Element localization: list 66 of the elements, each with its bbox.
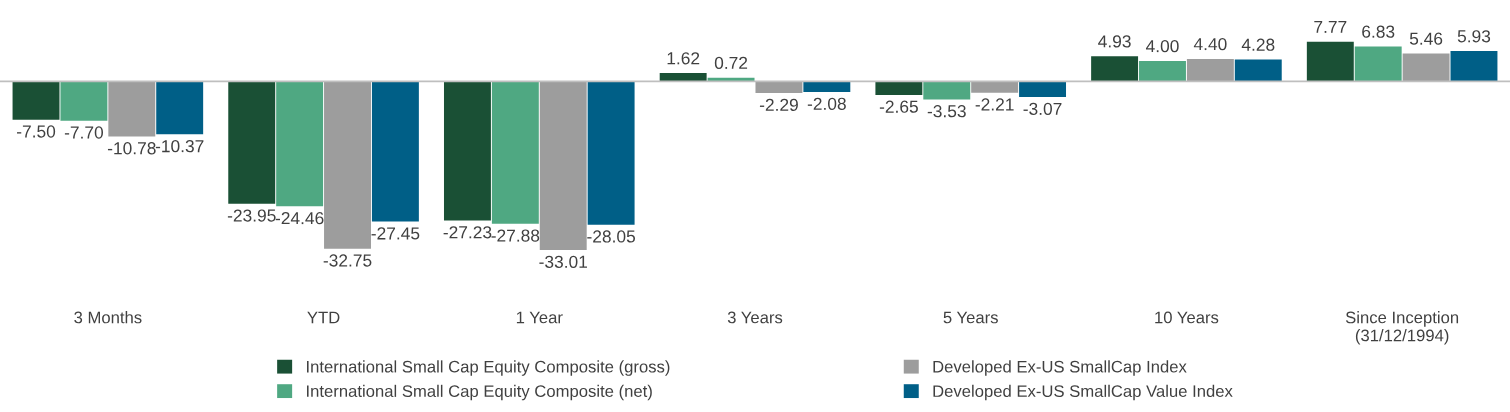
data-label: 1.62 [667, 52, 700, 65]
data-label: -32.75 [323, 254, 372, 267]
legend-label: Developed Ex-US SmallCap Index [933, 360, 1187, 376]
bar [1354, 46, 1402, 82]
bar [156, 81, 204, 135]
data-label: 6.83 [1362, 25, 1395, 38]
legend-label: Developed Ex-US SmallCap Value Index [933, 384, 1233, 401]
legend-label: International Small Cap Equity Composite (net) [307, 384, 652, 401]
data-label: 7.77 [1314, 20, 1347, 33]
data-label: -3.53 [927, 105, 966, 118]
data-label: 5.46 [1409, 32, 1443, 45]
bar [1186, 58, 1234, 82]
data-label: -2.29 [759, 98, 798, 112]
data-label: 0.72 [714, 56, 748, 70]
bar [755, 81, 803, 94]
bar [1450, 51, 1498, 82]
bar [371, 81, 419, 222]
bar [923, 81, 971, 100]
bar [1139, 60, 1186, 82]
data-label: -7.70 [64, 126, 104, 139]
bar [875, 81, 923, 95]
bar [491, 81, 539, 224]
bar [971, 81, 1019, 93]
data-label: -2.21 [975, 98, 1014, 111]
data-label: 4.40 [1193, 37, 1227, 51]
bar [1402, 53, 1450, 82]
data-label: -24.46 [275, 211, 324, 225]
data-label: -2.65 [879, 100, 918, 113]
bar [659, 73, 707, 82]
bar [1019, 81, 1067, 98]
data-label: -27.45 [371, 227, 420, 240]
x-tick-label: 1 Year [516, 311, 563, 324]
x-tick-label: 5 Years [943, 311, 998, 324]
data-label: -10.37 [155, 140, 204, 153]
data-label: 4.00 [1145, 39, 1179, 53]
bar [1091, 56, 1139, 82]
data-label: -33.01 [539, 255, 587, 268]
legend-label: International Small Cap Equity Composite (gross) [307, 360, 670, 376]
x-tick-label: 3 Years [727, 311, 783, 324]
bar [12, 81, 60, 120]
x-tick-label: 10 Years [1155, 311, 1219, 324]
bar [1306, 41, 1354, 82]
data-label: 5.93 [1457, 30, 1491, 43]
bar [587, 81, 635, 225]
bar [60, 81, 108, 121]
data-label: -7.50 [17, 125, 56, 138]
bar [276, 81, 324, 207]
bar [803, 81, 851, 92]
bar [324, 81, 371, 249]
data-label: -3.07 [1023, 102, 1062, 116]
data-label: 4.28 [1241, 38, 1275, 51]
bar [1234, 59, 1282, 82]
bar [539, 81, 587, 250]
x-tick-label: 3 Months [74, 311, 142, 324]
x-tick-label: Since Inception (31/12/1994) [1345, 311, 1459, 345]
x-tick-label: YTD [307, 311, 340, 324]
data-label: -23.95 [227, 209, 276, 222]
data-label: -2.08 [807, 97, 846, 110]
data-label: -27.88 [491, 229, 540, 242]
data-label: -10.78 [107, 142, 156, 155]
bar [108, 81, 156, 137]
data-label: -27.23 [443, 226, 492, 239]
data-label: 4.93 [1098, 35, 1131, 48]
data-label: -28.05 [587, 230, 636, 243]
bar [228, 81, 276, 204]
bar [443, 81, 491, 221]
